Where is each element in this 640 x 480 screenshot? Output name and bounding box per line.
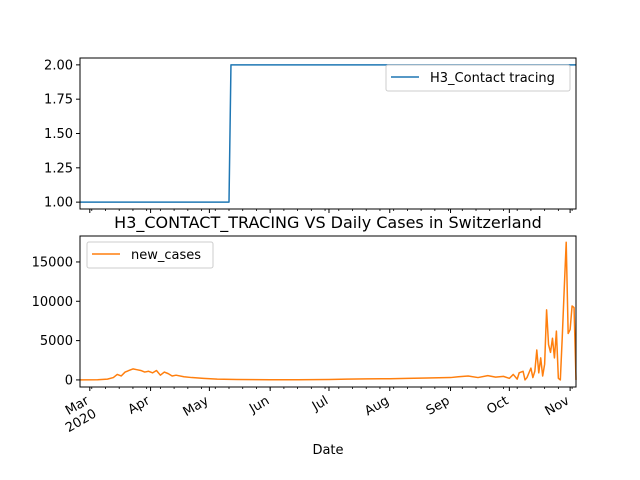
contact-tracing-axes-frame <box>79 57 577 210</box>
contact-tracing-legend-label: H3_Contact tracing <box>430 71 555 86</box>
daily-cases-y-tick-label: 5000 <box>40 334 73 349</box>
x-tick-label: Jul <box>309 393 331 414</box>
contact-tracing-subplot: 1.00 1.25 1.50 1.75 2.00 H3_Contact tracing <box>44 57 577 213</box>
daily-cases-y-tick-label: 0 <box>65 373 73 388</box>
daily-cases-y-tick-label: 10000 <box>32 295 73 310</box>
daily-cases-chart-title: H3_CONTACT_TRACING VS Daily Cases in Swi… <box>114 213 542 233</box>
contact-tracing-y-tick-label: 1.50 <box>44 127 73 142</box>
daily-cases-y-tick-label: 15000 <box>32 255 73 270</box>
daily-cases-plot-area <box>79 241 577 381</box>
daily-cases-legend-label: new_cases <box>131 248 201 263</box>
x-tick-label-group: Jul <box>309 393 331 414</box>
x-axis-label: Date <box>312 443 343 458</box>
contact-tracing-legend-box <box>385 64 571 92</box>
contact-tracing-legend: H3_Contact tracing <box>385 64 571 92</box>
daily-cases-legend: new_cases <box>86 241 214 269</box>
contact-tracing-y-tick-label: 1.25 <box>44 161 73 176</box>
contact-tracing-y-tick-label: 1.00 <box>44 196 73 211</box>
daily-cases-y-axis: 0 5000 10000 15000 <box>32 255 80 388</box>
contact-tracing-y-tick-label: 2.00 <box>44 58 73 73</box>
daily-cases-subplot: H3_CONTACT_TRACING VS Daily Cases in Swi… <box>32 213 577 458</box>
daily-cases-series-line <box>79 241 577 381</box>
contact-tracing-y-axis: 1.00 1.25 1.50 1.75 2.00 <box>44 58 80 211</box>
daily-cases-legend-box <box>86 241 214 269</box>
contact-tracing-y-tick-label: 1.75 <box>44 93 73 108</box>
daily-cases-axes-frame <box>79 235 577 388</box>
